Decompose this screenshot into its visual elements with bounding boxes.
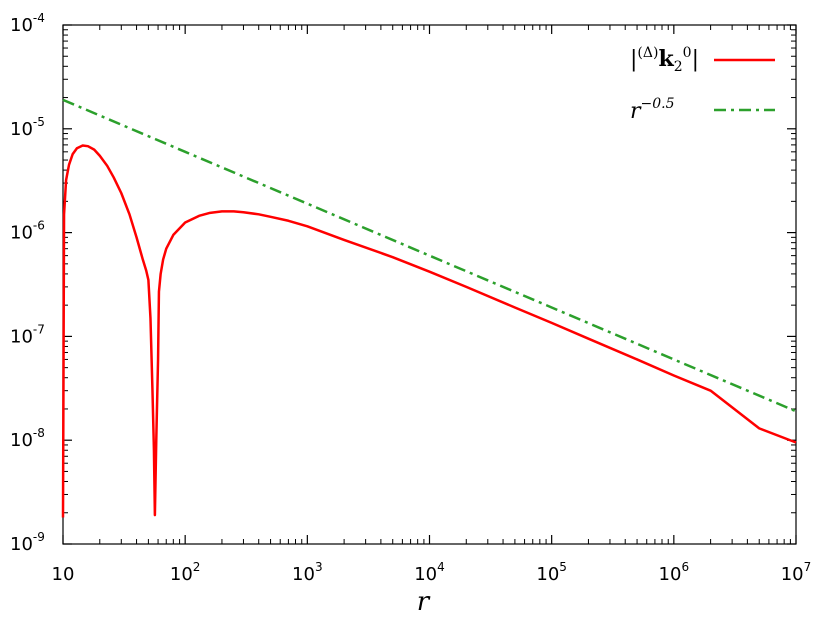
x-tick-label: 103 [292, 560, 323, 585]
legend-k-presup: (Δ) [637, 45, 658, 61]
legend-k-sub: 2 [674, 59, 683, 75]
x-tick-label: 104 [414, 560, 445, 585]
y-tick-label: 10-7 [10, 322, 45, 347]
legend-label-k: |(Δ)k20| [630, 45, 699, 75]
plot-frame [62, 24, 797, 545]
legend-r-base: r [630, 99, 642, 124]
legend-entry-r: r−0.5 [630, 96, 775, 124]
y-tick-label: 10-4 [10, 11, 45, 36]
legend-k-main: k [658, 46, 674, 72]
x-tick-label: 106 [659, 560, 690, 585]
legend-entry-k: |(Δ)k20| [630, 45, 775, 75]
series-line-k [61, 144, 797, 518]
x-axis-title: r [417, 587, 431, 617]
x-axis-ticks: 10 102 103 104 105 106 107 [52, 25, 812, 585]
legend-k-sup: 0 [683, 45, 692, 61]
legend-label-r: r−0.5 [630, 96, 675, 124]
y-axis-ticks: 10-9 10-8 10-7 10-6 10-5 10-4 [10, 11, 796, 555]
x-tick-label: 102 [170, 560, 201, 585]
x-tick-label: 10 [52, 564, 75, 585]
y-tick-label: 10-9 [10, 530, 45, 555]
series-line-r-power-law [62, 98, 797, 413]
legend: |(Δ)k20| r−0.5 [630, 45, 775, 124]
series-layer [61, 98, 797, 518]
y-tick-label: 10-6 [10, 219, 45, 244]
legend-r-sup: −0.5 [641, 96, 675, 112]
y-tick-label: 10-5 [10, 115, 45, 140]
x-tick-label: 105 [536, 560, 567, 585]
y-tick-label: 10-8 [10, 426, 45, 451]
x-tick-label: 107 [781, 560, 812, 585]
